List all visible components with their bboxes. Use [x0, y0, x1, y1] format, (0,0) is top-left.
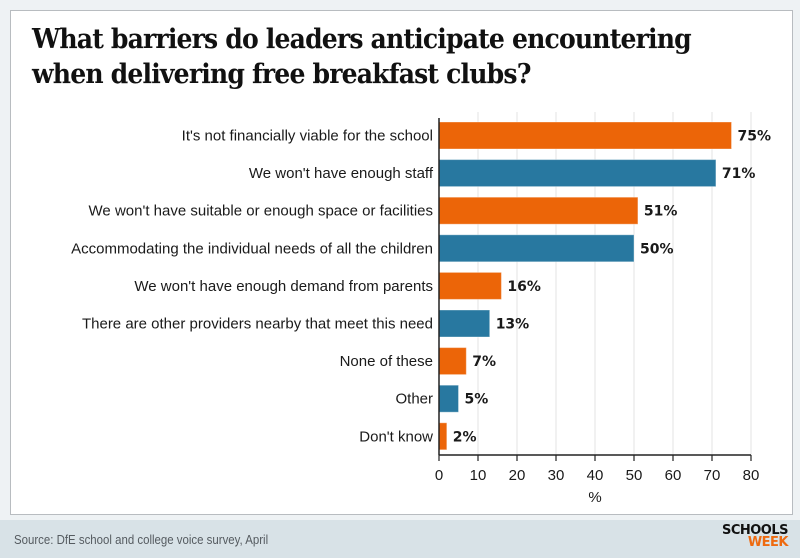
value-label: 5% [465, 392, 489, 408]
value-label: 7% [472, 354, 496, 370]
x-tick-label: 50 [626, 467, 643, 484]
category-label: Don't know [359, 428, 433, 445]
value-label: 71% [722, 166, 756, 182]
category-label: It's not financially viable for the scho… [182, 128, 433, 145]
x-tick-label: 40 [587, 467, 604, 484]
chart-frame [10, 10, 793, 515]
x-axis-title: % [588, 489, 601, 506]
bar [438, 234, 635, 263]
bar [438, 309, 491, 338]
x-tick-label: 80 [743, 467, 760, 484]
x-tick-label: 70 [704, 467, 721, 484]
value-label: 16% [507, 279, 541, 295]
footer: Source: DfE school and college voice sur… [0, 520, 800, 558]
value-label: 75% [738, 129, 772, 145]
source-note: Source: DfE school and college voice sur… [14, 532, 269, 547]
schools-week-logo: SCHOOLS WEEK [721, 523, 789, 550]
logo-line-schools: SCHOOLS [721, 523, 789, 538]
category-label: Other [395, 391, 433, 408]
x-tick-label: 10 [470, 467, 487, 484]
value-label: 51% [644, 204, 678, 220]
logo-line-week: WEEK [747, 535, 789, 550]
category-label: None of these [340, 353, 433, 370]
category-label: There are other providers nearby that me… [82, 316, 433, 333]
category-label: Accommodating the individual needs of al… [71, 240, 433, 257]
bar [438, 121, 732, 150]
bar [438, 159, 717, 188]
value-label: 13% [496, 317, 530, 333]
bar [438, 384, 459, 413]
bar-chart: It's not financially viable for the scho… [71, 112, 772, 506]
bar [438, 422, 448, 451]
x-tick-label: 30 [548, 467, 565, 484]
x-tick-label: 60 [665, 467, 682, 484]
bar [438, 271, 502, 300]
category-label: We won't have enough staff [249, 165, 434, 182]
category-label: We won't have enough demand from parents [134, 278, 433, 295]
chart-title: What barriers do leaders anticipate enco… [32, 24, 692, 90]
value-label: 2% [453, 429, 477, 445]
x-tick-label: 0 [435, 467, 443, 484]
bar [438, 196, 639, 225]
category-label: We won't have suitable or enough space o… [89, 203, 433, 220]
bar [438, 347, 467, 376]
x-tick-label: 20 [509, 467, 526, 484]
value-label: 50% [640, 241, 674, 257]
